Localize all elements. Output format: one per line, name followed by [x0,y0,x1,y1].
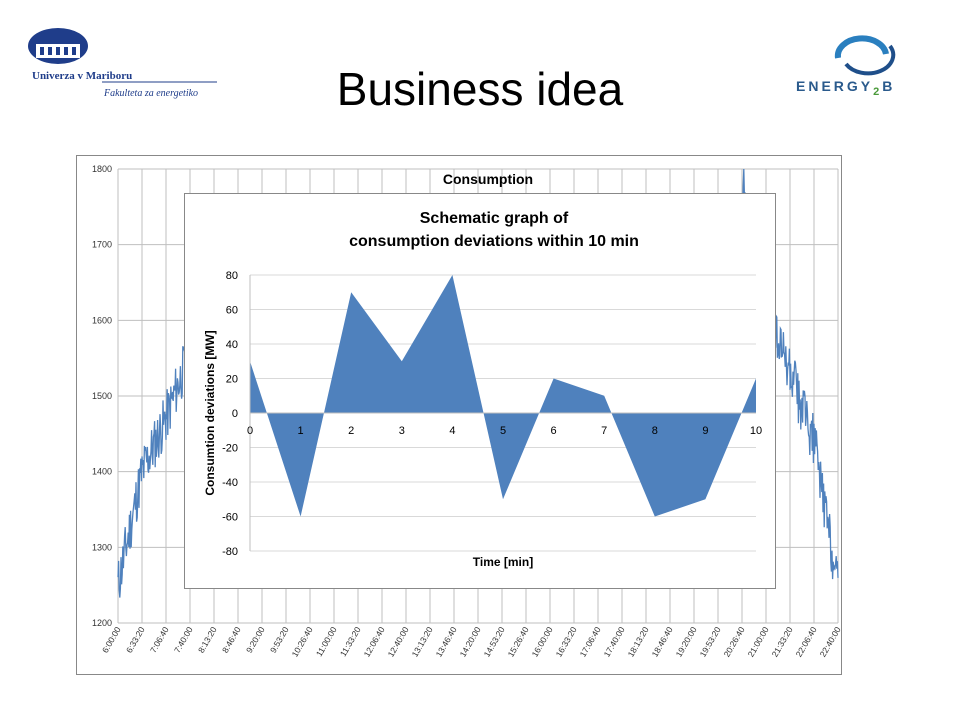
inset-x-tick-label: 1 [298,425,304,437]
main-y-tick-label: 1800 [92,164,112,174]
inset-x-tick-label: 9 [702,425,708,437]
inset-y-tick-label: -40 [222,477,238,489]
university-logo: Univerza v Mariboru Fakulteta za energet… [22,24,222,104]
university-name: Univerza v Mariboru [32,70,133,82]
inset-chart-frame [184,193,776,589]
inset-y-tick-label: 0 [232,408,238,420]
inset-x-tick-label: 7 [601,425,607,437]
energy2b-wordmark: ENERGY2B [796,78,895,98]
inset-x-tick-label: 6 [551,425,557,437]
main-y-tick-label: 1400 [92,467,112,477]
university-building-icon [28,28,217,83]
deviation-series-area [250,275,756,517]
slide-title: Business idea [336,63,624,115]
inset-x-tick-label: 4 [449,425,455,437]
inset-x-tick-label: 8 [652,425,658,437]
main-y-tick-label: 1600 [92,315,112,325]
inset-x-tick-label: 0 [247,425,253,437]
inset-y-tick-label: -60 [222,512,238,524]
inset-y-axis-label: Consumtion deviations [MW] [203,330,217,495]
inset-x-tick-label: 5 [500,425,506,437]
deviation-chart: Schematic graph of consumption deviations… [184,193,776,589]
main-y-tick-label: 1500 [92,391,112,401]
inset-x-tick-label: 2 [348,425,354,437]
inset-chart-title: Schematic graph of consumption deviations… [349,210,639,250]
inset-x-axis-label: Time [min] [473,555,533,569]
swirl-icon [834,35,896,76]
main-y-tick-label: 1700 [92,240,112,250]
faculty-name: Fakulteta za energetiko [104,88,199,99]
energy2b-logo: ENERGY2B [790,24,940,104]
main-chart-title: Consumption [443,171,533,187]
energy-text: ENERGY [796,78,874,94]
inset-y-tick-label: 80 [226,270,238,282]
inset-x-tick-label: 3 [399,425,405,437]
main-y-tick-label: 1300 [92,542,112,552]
inset-x-tick-label: 10 [750,425,762,437]
energy-sub: 2 [873,85,883,98]
inset-y-tick-label: 60 [226,305,238,317]
inset-y-tick-label: 40 [226,339,238,351]
inset-y-tick-label: -80 [222,546,238,558]
deviation-chart-svg: Schematic graph of consumption deviations… [184,193,776,589]
inset-y-tick-label: -20 [222,443,238,455]
energy-tail: B [882,78,896,94]
main-y-tick-label: 1200 [92,618,112,628]
inset-y-tick-label: 20 [226,374,238,386]
